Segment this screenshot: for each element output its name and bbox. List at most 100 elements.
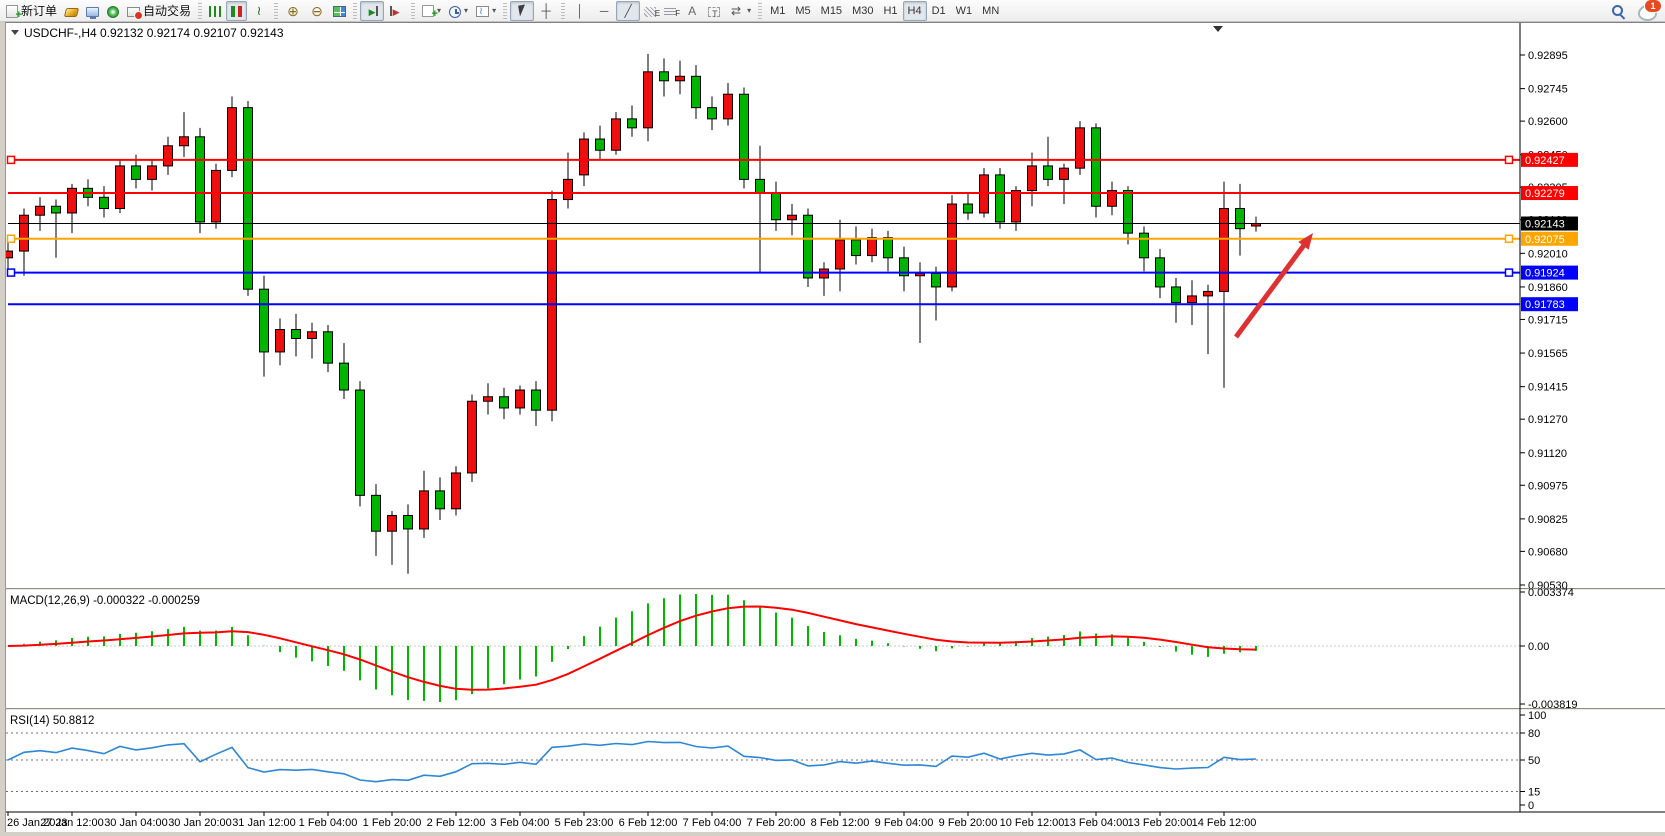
clock-icon	[449, 5, 462, 18]
trendline-button[interactable]	[616, 0, 641, 21]
candle-up	[275, 329, 285, 353]
pane-separator	[6, 708, 1665, 711]
toolbar-separator	[561, 2, 566, 19]
tf-mn[interactable]: MN	[977, 1, 1004, 21]
price-tag	[1521, 297, 1578, 312]
templates-button[interactable]: ▾	[472, 1, 500, 21]
new-chart-button[interactable]: ▾	[418, 1, 445, 22]
text-button[interactable]	[680, 1, 704, 21]
toolbar-group-pointer	[510, 0, 558, 21]
signal-icon	[107, 5, 120, 18]
fibonacci-button[interactable]	[660, 1, 680, 22]
zoom-in-button[interactable]	[281, 1, 305, 21]
candle-up	[1027, 165, 1037, 192]
autotrading-button[interactable]: 自动交易	[123, 1, 195, 21]
market-watch-button[interactable]	[82, 1, 103, 21]
tf-d1[interactable]: D1	[927, 1, 951, 21]
zoom-in-icon	[285, 3, 301, 19]
candle-up	[179, 136, 189, 147]
price-tag	[1521, 265, 1578, 280]
gold-button[interactable]	[61, 1, 82, 21]
vertical-line-button[interactable]	[568, 1, 592, 21]
crosshair-icon	[538, 3, 554, 19]
price-tick-label: 0.91565	[1528, 348, 1568, 360]
text-label-icon	[708, 6, 721, 22]
bar-chart-button[interactable]	[205, 1, 226, 21]
cursor-icon	[514, 3, 530, 19]
candle-down	[291, 329, 301, 339]
cursor-button[interactable]	[510, 0, 535, 21]
candle-up	[1011, 190, 1021, 223]
candle-up	[1219, 208, 1229, 292]
auto-scroll-button[interactable]	[360, 0, 385, 21]
candle-down	[595, 138, 605, 151]
time-axis-label: 1 Feb 04:00	[299, 817, 358, 829]
tile-windows-button[interactable]	[329, 1, 350, 21]
zoom-out-button[interactable]	[305, 1, 329, 21]
tf-m30[interactable]: M30	[847, 1, 878, 21]
auto-scroll-icon	[364, 3, 380, 19]
linechart-icon	[251, 3, 267, 19]
rsi-axis-label: 15	[1528, 787, 1540, 799]
price-tick-label: 0.90825	[1528, 514, 1568, 526]
line-chart-button[interactable]	[247, 1, 271, 21]
candle-up	[787, 214, 797, 221]
text-label-button[interactable]	[704, 1, 724, 22]
time-axis-label: 30 Jan 04:00	[104, 817, 168, 829]
search-icon[interactable]	[1611, 4, 1626, 19]
price-tag-label: 0.92279	[1525, 188, 1565, 200]
time-axis-label: 9 Feb 20:00	[939, 817, 998, 829]
arrows-button[interactable]: ▾	[724, 1, 755, 21]
tf-h4[interactable]: H4	[902, 0, 927, 21]
candle-up	[675, 75, 685, 82]
toolbar-separator	[411, 2, 416, 19]
chart-shift-icon	[388, 3, 404, 19]
macd-axis-label: -0.003819	[1528, 699, 1578, 711]
candle-up	[643, 71, 653, 129]
notification-badge: 1	[1644, 0, 1662, 13]
price-tag	[1521, 231, 1578, 246]
chevron-down-icon[interactable]: ▾	[437, 6, 442, 15]
candle-down	[963, 203, 973, 214]
candle-up	[483, 396, 493, 402]
candle-up	[67, 187, 77, 214]
candle-up	[467, 400, 477, 474]
toolbar: 新订单 自动交易 ▾ ▾ ▾ ▾ M1 M5 M15 M30 H1 H4 D1 W1 MN	[0, 0, 1665, 23]
candle-down	[131, 165, 141, 180]
candle-down	[99, 196, 109, 210]
time-axis-label: 13 Feb 04:00	[1064, 817, 1129, 829]
candle-up	[1075, 127, 1085, 169]
notifications-icon[interactable]: 1	[1638, 0, 1662, 21]
price-tick-label: 0.91715	[1528, 314, 1568, 326]
crosshair-button[interactable]	[534, 1, 558, 21]
tf-m5[interactable]: M5	[790, 1, 815, 21]
macd-signal-line	[7, 605, 1257, 691]
toolbar-group-zoom	[281, 1, 350, 21]
tf-m1[interactable]: M1	[765, 1, 790, 21]
price-tick-label: 0.90975	[1528, 480, 1568, 492]
arrows-icon	[728, 3, 744, 19]
equidistant-channel-button[interactable]	[640, 1, 660, 22]
rsi-axis-label: 100	[1528, 710, 1546, 722]
time-axis-label: 1 Feb 20:00	[363, 817, 422, 829]
time-axis-label: 7 Feb 20:00	[747, 817, 806, 829]
chevron-down-icon[interactable]: ▾	[492, 6, 497, 15]
tf-m15[interactable]: M15	[816, 1, 847, 21]
new-order-button[interactable]: 新订单	[2, 1, 61, 23]
tf-w1[interactable]: W1	[951, 1, 978, 21]
candle-down	[899, 257, 909, 277]
periods-button[interactable]: ▾	[445, 1, 472, 21]
time-axis-label: 5 Feb 23:00	[555, 817, 614, 829]
candlestick-button[interactable]	[226, 0, 248, 21]
signals-button[interactable]	[103, 1, 123, 21]
autotrading-button-label: 自动交易	[143, 4, 192, 18]
tf-h1[interactable]: H1	[878, 1, 902, 21]
chevron-down-icon[interactable]: ▾	[747, 6, 752, 15]
candle-up	[1187, 295, 1197, 304]
chart-canvas[interactable]: 0.928950.927450.926000.924500.923050.921…	[6, 22, 1665, 836]
chevron-down-icon[interactable]: ▾	[464, 6, 469, 15]
chart-shift-button[interactable]	[384, 1, 408, 21]
time-axis-label: 13 Feb 20:00	[1128, 817, 1193, 829]
price-tag-label: 0.92143	[1525, 219, 1565, 231]
horizontal-line-button[interactable]	[592, 1, 616, 21]
